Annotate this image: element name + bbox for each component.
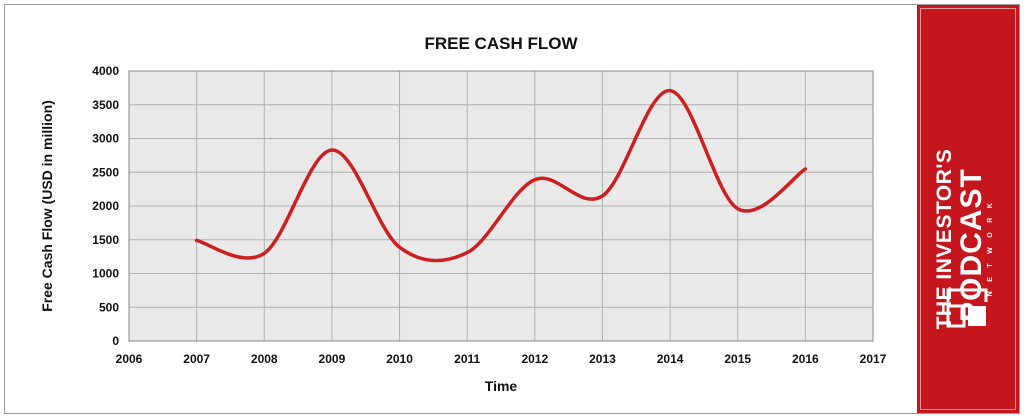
x-tick-labels: 2006 2007 2008 2009 2010 2011 2012 2013 2014 2015…	[116, 352, 887, 366]
series-lines	[194, 88, 808, 263]
y-tick-label: 0	[112, 334, 119, 348]
y-tick-labels: 0 500 1000 1500 2000 2500 3000 3500 4000	[92, 64, 119, 348]
chart-area: 0 500 1000 1500 2000 2500 3000 3500 4000 2006 200…	[5, 5, 917, 413]
series-line-0	[194, 88, 808, 263]
y-tick-label: 4000	[92, 64, 119, 78]
brand-line3: NETWORK	[987, 194, 994, 297]
x-tick-label: 2016	[792, 352, 819, 366]
y-tick-label: 1500	[92, 233, 119, 247]
y-tick-label: 3500	[92, 98, 119, 112]
y-tick-label: 3000	[92, 132, 119, 146]
x-tick-label: 2008	[251, 352, 278, 366]
x-tick-label: 2017	[860, 352, 887, 366]
y-tick-label: 500	[99, 300, 119, 314]
brand-text-group: THE INVESTOR'S PODCAST NETWORK	[933, 149, 994, 330]
x-tick-label: 2010	[386, 352, 413, 366]
x-tick-label: 2009	[319, 352, 346, 366]
plot-border	[128, 70, 874, 342]
x-tick-label: 2013	[589, 352, 616, 366]
x-tick-label: 2014	[657, 352, 684, 366]
grid-lines	[128, 70, 874, 342]
brand-panel: THE INVESTOR'S PODCAST NETWORK	[917, 5, 1019, 413]
brand-logo: THE INVESTOR'S PODCAST NETWORK	[933, 149, 994, 330]
y-tick-label: 2500	[92, 165, 119, 179]
x-tick-label: 2011	[454, 352, 480, 366]
x-tick-label: 2015	[724, 352, 751, 366]
brand-border	[920, 8, 1016, 410]
x-tick-label: 2006	[116, 352, 143, 366]
x-tick-label: 2007	[183, 352, 210, 366]
brand-line1: THE INVESTOR'S	[933, 149, 956, 330]
brand-line2: PODCAST	[955, 168, 988, 322]
x-tick-label: 2012	[521, 352, 548, 366]
y-tick-label: 1000	[92, 267, 119, 281]
chart-title: FREE CASH FLOW	[425, 34, 579, 53]
y-tick-label: 2000	[92, 199, 119, 213]
podcast-logo-icon	[946, 288, 988, 328]
chart-frame: 0 500 1000 1500 2000 2500 3000 3500 4000 2006 200…	[4, 4, 1020, 414]
x-axis-label: Time	[485, 378, 518, 394]
y-axis-label: Free Cash Flow (USD in million)	[39, 100, 55, 312]
